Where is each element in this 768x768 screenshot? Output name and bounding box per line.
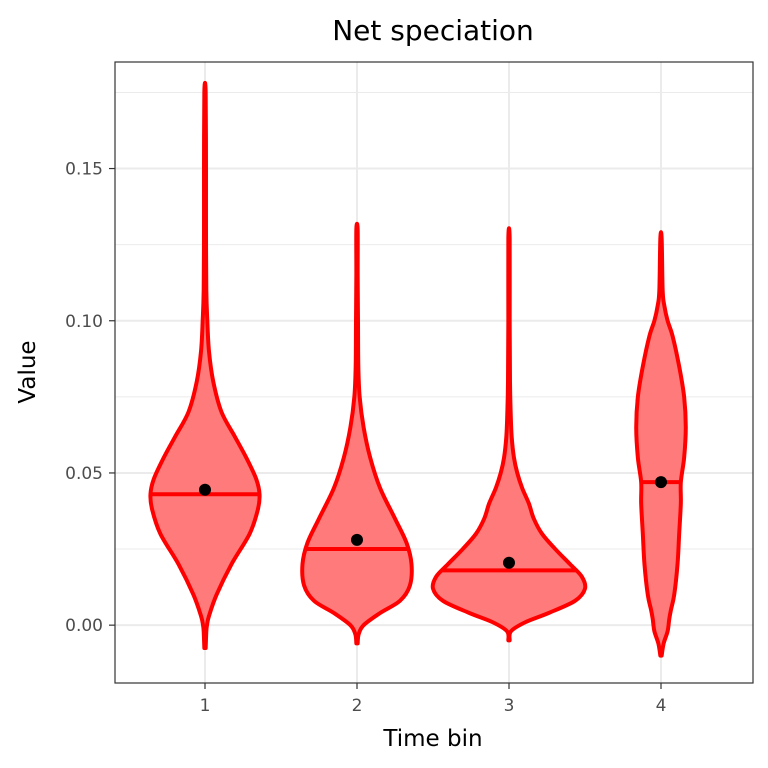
mean-point-4: [655, 476, 667, 489]
violin-4: [634, 230, 688, 658]
x-tick-label: 2: [352, 696, 363, 716]
x-tick-label: 1: [200, 696, 211, 716]
violin-layer: [148, 80, 688, 658]
x-axis-title: Time bin: [382, 726, 482, 752]
x-tick-label: 3: [504, 696, 515, 716]
y-tick-label: 0.00: [65, 616, 103, 636]
axis-layer: 0.00 0.05 0.10 0.15 1 2 3 4: [65, 160, 666, 716]
y-tick-label: 0.15: [65, 160, 103, 180]
violin-2: [300, 221, 414, 646]
mean-point-2: [351, 533, 363, 546]
mean-point-3: [503, 556, 515, 569]
x-tick-label: 4: [656, 696, 667, 716]
mean-point-1: [199, 483, 211, 496]
chart-title: Net speciation: [332, 14, 534, 47]
panel-border: [114, 61, 754, 684]
y-tick-label: 0.10: [65, 312, 103, 332]
y-axis-title: Value: [15, 340, 41, 403]
y-tick-label: 0.05: [65, 464, 103, 484]
violin-1: [148, 80, 262, 650]
